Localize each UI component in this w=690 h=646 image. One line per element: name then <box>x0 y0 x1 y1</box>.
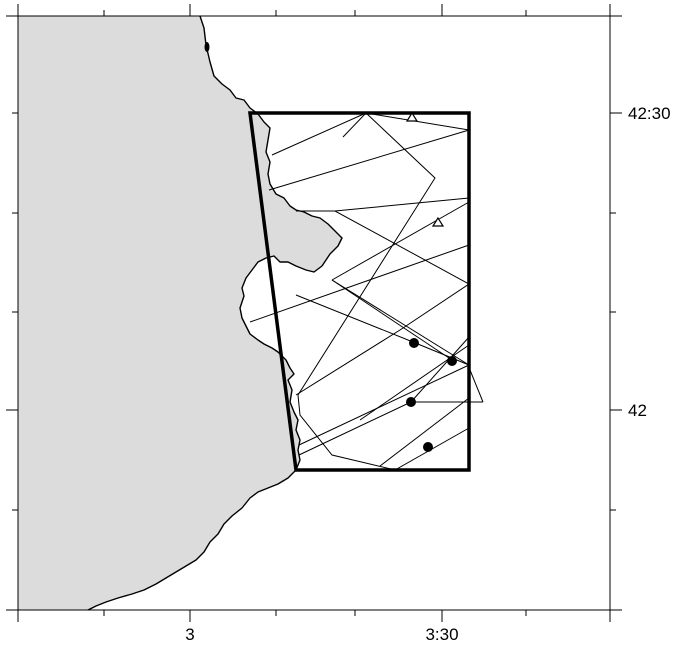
open-markers <box>405 111 445 227</box>
frame-ticks <box>6 4 622 622</box>
land-mass <box>18 16 342 610</box>
filled-circle-marker <box>447 356 457 366</box>
open-triangle-marker <box>405 111 419 122</box>
filled-markers <box>406 338 457 452</box>
island <box>204 42 210 52</box>
lat-label-42: 42 <box>628 401 647 420</box>
open-triangle-marker <box>431 216 445 227</box>
coastline <box>87 15 343 611</box>
filled-circle-marker <box>409 338 419 348</box>
survey-box <box>248 111 471 472</box>
lat-label-42-30: 42:30 <box>628 104 671 123</box>
map-frame <box>17 15 611 611</box>
filled-circle-marker <box>406 397 416 407</box>
lon-label-3: 3 <box>185 625 194 644</box>
filled-circle-marker <box>423 442 433 452</box>
lon-label-3-30: 3:30 <box>425 625 458 644</box>
